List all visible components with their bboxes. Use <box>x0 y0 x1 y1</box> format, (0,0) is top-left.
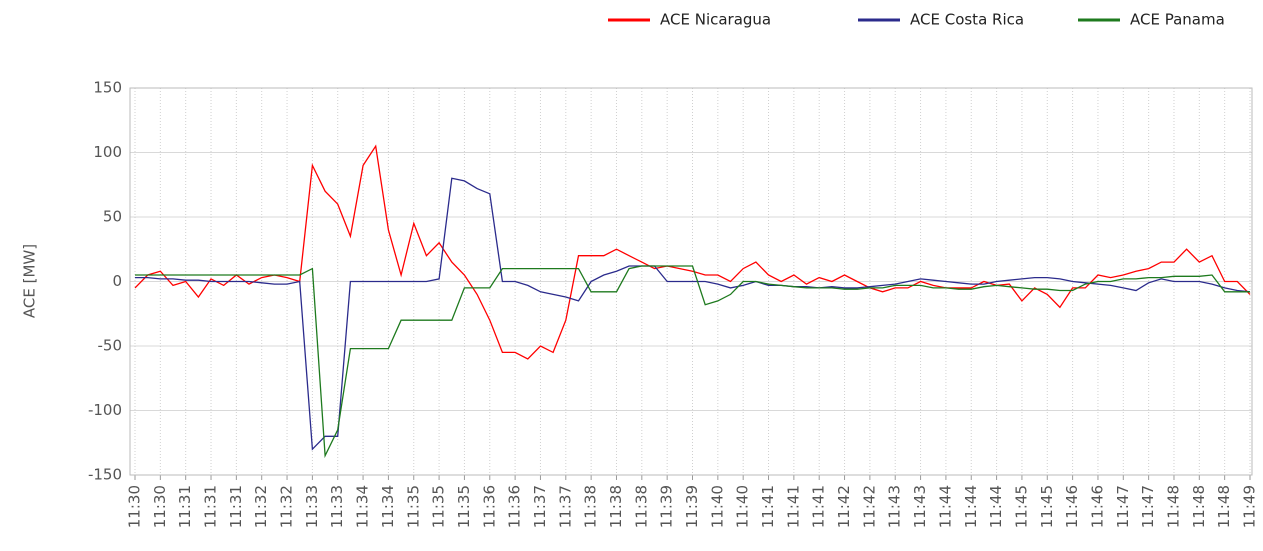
x-tick-label: 11:43 <box>886 485 904 528</box>
x-tick-label: 11:30 <box>151 485 169 528</box>
x-tick-label: 11:33 <box>303 485 321 528</box>
legend-label: ACE Panama <box>1130 11 1225 29</box>
x-tick-label: 11:49 <box>1241 485 1259 528</box>
x-tick-label: 11:45 <box>1038 485 1056 528</box>
x-tick-label: 11:37 <box>556 485 574 528</box>
x-tick-label: 11:40 <box>708 485 726 528</box>
x-tick-label: 11:32 <box>252 485 270 528</box>
x-tick-label: 11:42 <box>860 485 878 528</box>
x-tick-label: 11:44 <box>987 485 1005 528</box>
legend-label: ACE Nicaragua <box>660 11 771 29</box>
x-tick-label: 11:46 <box>1088 485 1106 528</box>
y-tick-label: 50 <box>103 208 122 226</box>
plot-border <box>129 87 1253 476</box>
x-tick-label: 11:47 <box>1139 485 1157 528</box>
x-tick-label: 11:48 <box>1190 485 1208 528</box>
y-tick-label: 0 <box>112 272 122 290</box>
x-tick-label: 11:38 <box>607 485 625 528</box>
x-tick-label: 11:31 <box>176 485 194 528</box>
x-tick-label: 11:40 <box>734 485 752 528</box>
x-tick-label: 11:35 <box>455 485 473 528</box>
x-tick-label: 11:30 <box>126 485 144 528</box>
x-tick-label: 11:31 <box>202 485 220 528</box>
series-line <box>135 177 1251 451</box>
x-tick-label: 11:46 <box>1063 485 1081 528</box>
series-line <box>135 265 1250 459</box>
y-tick-label: -50 <box>98 337 123 355</box>
x-tick-label: 11:44 <box>962 485 980 528</box>
x-tick-label: 11:39 <box>658 485 676 528</box>
x-tick-label: 11:35 <box>430 485 448 528</box>
y-axis-label: ACE [MW] <box>21 244 39 318</box>
y-tick-label: -100 <box>88 401 122 419</box>
x-tick-label: 11:47 <box>1114 485 1132 528</box>
y-tick-label: 150 <box>93 79 122 97</box>
x-tick-label: 11:37 <box>531 485 549 528</box>
x-tick-label: 11:33 <box>328 485 346 528</box>
y-tick-label: 100 <box>93 143 122 161</box>
x-tick-label: 11:48 <box>1164 485 1182 528</box>
x-tick-label: 11:34 <box>379 485 397 528</box>
x-tick-label: 11:41 <box>810 485 828 528</box>
x-tick-label: 11:43 <box>911 485 929 528</box>
x-tick-label: 11:36 <box>480 485 498 528</box>
x-tick-label: 11:36 <box>506 485 524 528</box>
x-tick-label: 11:42 <box>835 485 853 528</box>
x-tick-label: 11:45 <box>1012 485 1030 528</box>
x-tick-label: 11:48 <box>1215 485 1233 528</box>
series-line <box>134 144 1251 360</box>
x-tick-label: 11:41 <box>784 485 802 528</box>
x-tick-label: 11:35 <box>404 485 422 528</box>
x-tick-label: 11:39 <box>683 485 701 528</box>
legend-label: ACE Costa Rica <box>910 11 1024 29</box>
x-tick-label: 11:31 <box>227 485 245 528</box>
x-tick-label: 11:32 <box>278 485 296 528</box>
x-tick-label: 11:38 <box>632 485 650 528</box>
x-tick-label: 11:44 <box>936 485 954 528</box>
x-tick-label: 11:38 <box>582 485 600 528</box>
y-tick-label: -150 <box>88 466 122 484</box>
x-tick-label: 11:34 <box>354 485 372 528</box>
x-tick-label: 11:41 <box>759 485 777 528</box>
